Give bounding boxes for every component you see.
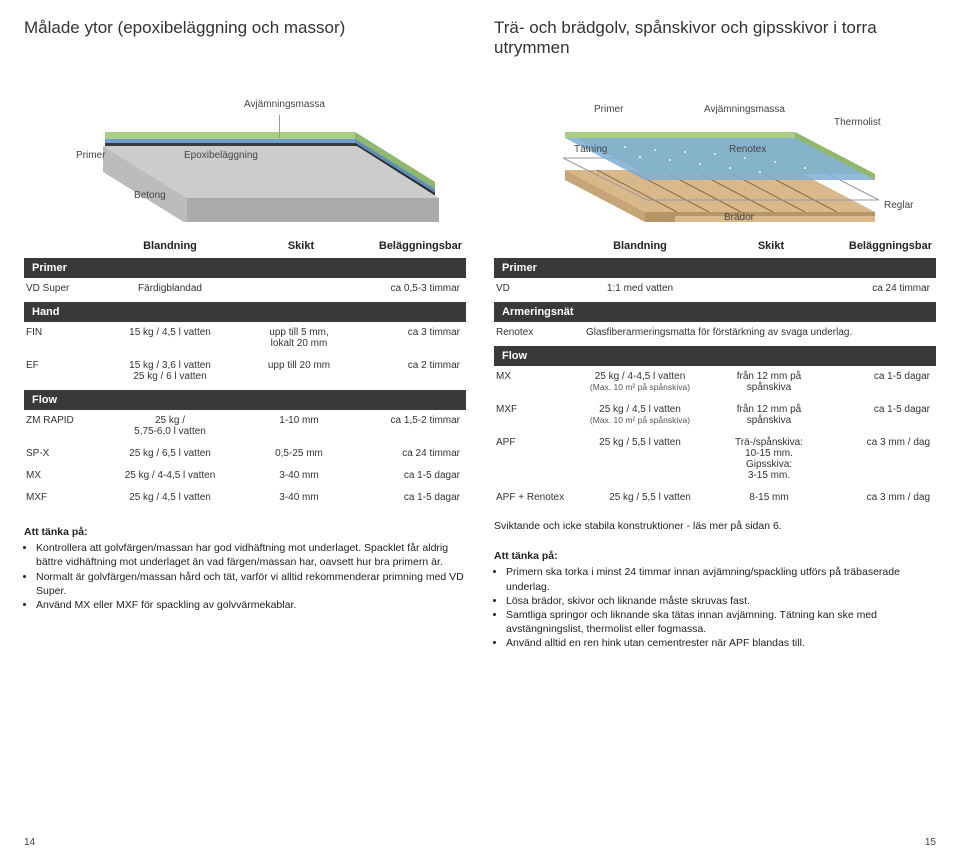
- row-mxf-l: MXF 25 kg / 4,5 l vatten 3-40 mm ca 1-5 …: [24, 487, 466, 509]
- lbl-tatning: Tätning: [574, 144, 607, 155]
- left-column: Målade ytor (epoxibeläggning och massor)…: [24, 18, 466, 825]
- row-zmrapid: ZM RAPID 25 kg / 5,75-6,0 l vatten 1-10 …: [24, 410, 466, 443]
- lbl-primer-r: Primer: [594, 104, 623, 115]
- row-spx: SP-X 25 kg / 6,5 l vatten 0,5-25 mm ca 2…: [24, 443, 466, 465]
- row-mxf-r: MXF 25 kg / 4,5 l vatten (Max. 10 m² på …: [494, 399, 936, 432]
- row-renotex: Renotex Glasfiberarmeringsmatta för förs…: [494, 322, 936, 344]
- left-notes: Att tänka på: Kontrollera att golvfärgen…: [24, 525, 466, 612]
- left-diagram: Avjämningsmassa Primer Epoxibeläggning B…: [24, 72, 466, 222]
- page-footer: 14 15: [24, 837, 936, 848]
- right-diagram: Primer Avjämningsmassa Thermolist Tätnin…: [494, 72, 936, 222]
- lbl-epoxi-l: Epoxibeläggning: [184, 150, 258, 161]
- lbl-avjamning-l: Avjämningsmassa: [244, 99, 325, 110]
- left-table-header: Blandning Skikt Beläggningsbar: [24, 236, 466, 256]
- page-num-left: 14: [24, 837, 35, 848]
- lbl-brador: Brädor: [724, 212, 754, 223]
- row-vdsuper: VD Super Färdigblandad ca 0,5-3 timmar: [24, 278, 466, 300]
- row-fin: FIN 15 kg / 4,5 l vatten upp till 5 mm, …: [24, 322, 466, 355]
- row-vd: VD 1:1 med vatten ca 24 timmar: [494, 278, 936, 300]
- section-primer-l: Primer: [24, 258, 466, 278]
- page-num-right: 15: [925, 837, 936, 848]
- left-title: Målade ytor (epoxibeläggning och massor): [24, 18, 466, 60]
- section-flow-l: Flow: [24, 390, 466, 410]
- lbl-avjamning-r: Avjämningsmassa: [704, 104, 785, 115]
- section-primer-r: Primer: [494, 258, 936, 278]
- lbl-betong-l: Betong: [134, 190, 166, 201]
- row-apf: APF 25 kg / 5,5 l vatten Trä-/spånskiva:…: [494, 432, 936, 487]
- lbl-primer-l: Primer: [76, 150, 105, 161]
- row-ef: EF 15 kg / 3,6 l vatten 25 kg / 6 l vatt…: [24, 355, 466, 388]
- right-table-header: Blandning Skikt Beläggningsbar: [494, 236, 936, 256]
- section-flow-r: Flow: [494, 346, 936, 366]
- right-title: Trä- och brädgolv, spånskivor och gipssk…: [494, 18, 936, 60]
- section-hand-l: Hand: [24, 302, 466, 322]
- svi-note: Sviktande och icke stabila konstruktione…: [494, 519, 936, 533]
- lbl-thermo: Thermolist: [834, 117, 881, 128]
- row-mx-l: MX 25 kg / 4-4,5 l vatten 3-40 mm ca 1-5…: [24, 465, 466, 487]
- row-mx-r: MX 25 kg / 4-4,5 l vatten (Max. 10 m² på…: [494, 366, 936, 399]
- row-apf-renotex: APF + Renotex 25 kg / 5,5 l vatten 8-15 …: [494, 487, 936, 509]
- lbl-reglar: Reglar: [884, 200, 913, 211]
- right-column: Trä- och brädgolv, spånskivor och gipssk…: [494, 18, 936, 825]
- section-armering: Armeringsnät: [494, 302, 936, 322]
- lbl-renotex: Renotex: [729, 144, 766, 155]
- right-notes: Att tänka på: Primern ska torka i minst …: [494, 549, 936, 650]
